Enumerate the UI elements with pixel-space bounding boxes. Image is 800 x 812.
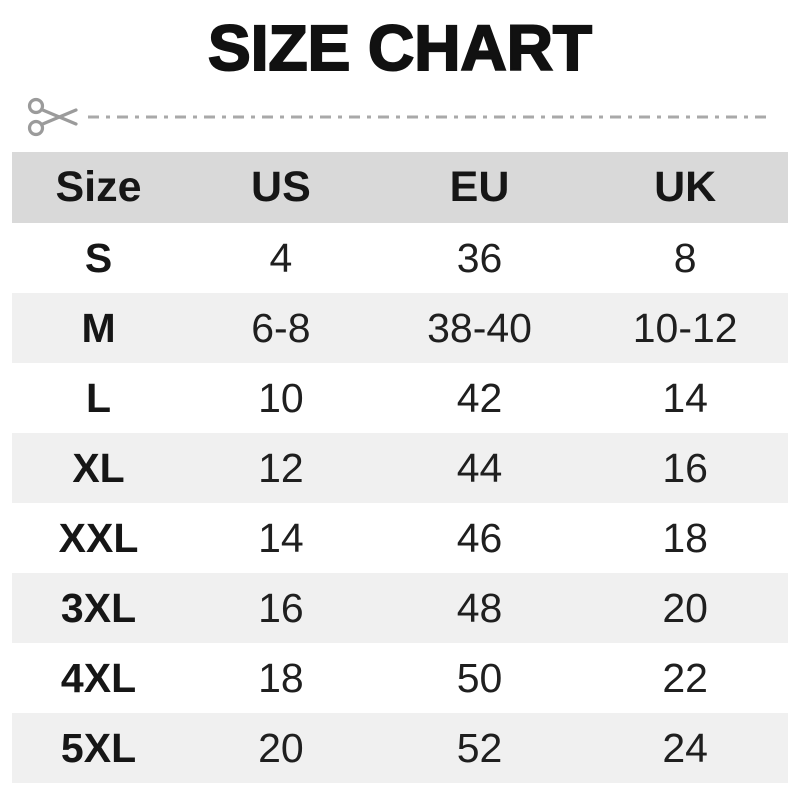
us-cell: 6-8 — [251, 304, 311, 351]
size-cell: S — [84, 234, 113, 281]
us-cell: 14 — [258, 514, 304, 561]
size-cell: M — [81, 304, 116, 351]
uk-cell: 22 — [662, 654, 708, 701]
table-row-5xl: 5XL 20 52 24 — [12, 713, 788, 783]
size-cell: 5XL — [60, 724, 137, 771]
size-cell: XL — [72, 444, 125, 491]
table-header-row: Size US EU UK — [12, 152, 788, 223]
eu-cell: 52 — [456, 724, 503, 771]
eu-cell: 46 — [456, 514, 503, 561]
page-title: SIZE CHART — [207, 11, 593, 85]
size-cell: 4XL — [60, 654, 137, 701]
column-header-size: Size — [55, 163, 142, 211]
table-row-m: M 6-8 38-40 10-12 — [12, 293, 788, 363]
column-header-eu: EU — [449, 163, 510, 211]
table-row-xxl: XXL 14 46 18 — [12, 503, 788, 573]
eu-cell: 48 — [456, 584, 503, 631]
size-chart-page: SIZE CHART Size US EU UK S 4 36 8 M 6-8 — [0, 11, 800, 812]
size-cell: XXL — [58, 514, 139, 561]
size-cell: 3XL — [60, 584, 137, 631]
table-row-4xl: 4XL 18 50 22 — [12, 643, 788, 713]
dashed-cut-line — [88, 115, 770, 119]
eu-cell: 38-40 — [427, 304, 532, 351]
table-row-s: S 4 36 8 — [12, 223, 788, 293]
size-table: Size US EU UK S 4 36 8 M 6-8 38-40 10-12… — [12, 152, 788, 783]
us-cell: 16 — [258, 584, 304, 631]
us-cell: 4 — [269, 234, 293, 281]
column-header-us: US — [251, 163, 311, 211]
eu-cell: 42 — [456, 374, 503, 421]
us-cell: 10 — [258, 374, 304, 421]
cut-here-line — [26, 94, 770, 140]
eu-cell: 44 — [456, 444, 503, 491]
column-header-uk: UK — [654, 163, 717, 211]
uk-cell: 16 — [662, 444, 708, 491]
eu-cell: 50 — [456, 654, 503, 701]
us-cell: 12 — [258, 444, 304, 491]
us-cell: 20 — [258, 724, 304, 771]
uk-cell: 8 — [673, 234, 697, 281]
table-row-xl: XL 12 44 16 — [12, 433, 788, 503]
uk-cell: 20 — [662, 584, 708, 631]
uk-cell: 18 — [662, 514, 708, 561]
uk-cell: 14 — [662, 374, 708, 421]
size-cell: L — [86, 374, 112, 421]
scissors-icon — [27, 97, 78, 137]
eu-cell: 36 — [456, 234, 503, 281]
us-cell: 18 — [258, 654, 304, 701]
uk-cell: 24 — [662, 724, 708, 771]
table-row-l: L 10 42 14 — [12, 363, 788, 433]
uk-cell: 10-12 — [632, 304, 738, 351]
table-row-3xl: 3XL 16 48 20 — [12, 573, 788, 643]
